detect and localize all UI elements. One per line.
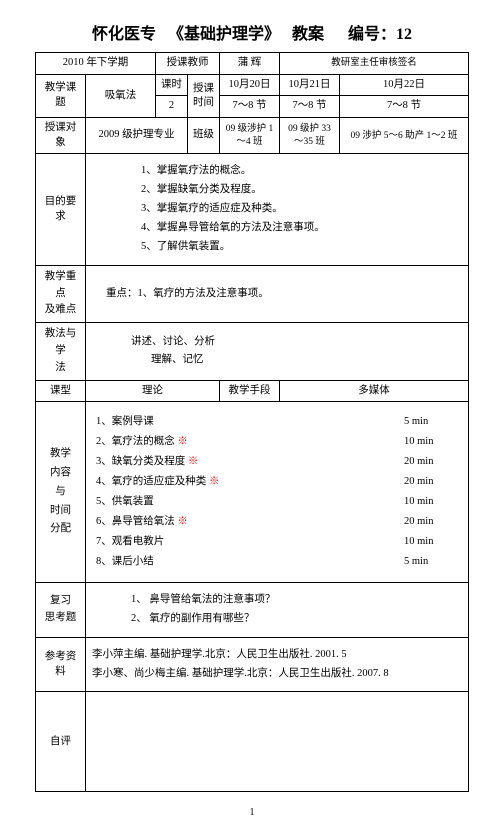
course-name: 《基础护理学》 <box>168 26 280 43</box>
semester-cell: 2010 年下学期 <box>36 53 156 75</box>
audience-label: 授课对象 <box>36 118 86 154</box>
class-label: 班级 <box>188 118 220 154</box>
means-value: 多媒体 <box>280 380 469 402</box>
school-name: 怀化医专 <box>92 26 156 43</box>
teacher-label: 授课教师 <box>156 53 220 75</box>
method-content: 讲述、讨论、分析 理解、记忆 <box>86 323 469 380</box>
objectives-label: 目的要求 <box>36 154 86 265</box>
audience-value: 2009 级护理专业 <box>86 118 188 154</box>
selfeval-content <box>86 692 469 792</box>
class1: 09 级涉护 1～4 班 <box>220 118 280 154</box>
references-content: 李小萍主编. 基础护理学.北京：人民卫生出版社. 2001. 5 李小寒、尚少梅… <box>86 637 469 692</box>
slot2: 7～8 节 <box>280 96 340 118</box>
class2: 09 级护 33～35 班 <box>280 118 340 154</box>
review-content: 1、 鼻导管给氧法的注意事项？ 2、 氧疗的副作用有哪些？ <box>86 582 469 637</box>
date3: 10月22日 <box>340 74 469 96</box>
focus-label: 教学重点 及难点 <box>36 265 86 322</box>
doc-number: 12 <box>396 26 412 43</box>
schedule-content: 1、案例导课5 min 2、氧疗法的概念 ※10 min 3、缺氧分类及程度 ※… <box>86 402 469 583</box>
number-label: 编号： <box>348 26 396 43</box>
date2: 10月21日 <box>280 74 340 96</box>
means-label: 教学手段 <box>220 380 280 402</box>
topic-label: 教学课题 <box>36 74 86 117</box>
page-number: 1 <box>35 807 469 818</box>
selfeval-label: 自评 <box>36 692 86 792</box>
lesson-plan-table: 2010 年下学期 授课教师 蒲 辉 教研室主任审核签名 教学课题 吸氧法 课时… <box>35 52 469 792</box>
approver-label: 教研室主任审核签名 <box>280 53 469 75</box>
class3: 09 涉护 5～6 助产 1～2 班 <box>340 118 469 154</box>
date1: 10月20日 <box>220 74 280 96</box>
schedule-label: 教学内容与时间分配 <box>36 402 86 583</box>
period-value: 2 <box>156 96 188 118</box>
focus-content: 重点：1、氧疗的方法及注意事项。 <box>86 265 469 322</box>
review-label: 复习 思考题 <box>36 582 86 637</box>
objectives-content: 1、掌握氧疗法的概念。 2、掌握缺氧分类及程度。 3、掌握氧疗的适应症及种类。 … <box>86 154 469 265</box>
time-label: 授课时间 <box>188 74 220 117</box>
type-label: 课型 <box>36 380 86 402</box>
teacher-name: 蒲 辉 <box>220 53 280 75</box>
type-value: 理论 <box>86 380 220 402</box>
references-label: 参考资料 <box>36 637 86 692</box>
doc-type: 教案 <box>292 26 324 43</box>
topic-value: 吸氧法 <box>86 74 156 117</box>
period-label: 课时 <box>156 74 188 96</box>
method-label: 教法与学 法 <box>36 323 86 380</box>
slot1: 7～8 节 <box>220 96 280 118</box>
page-header: 怀化医专 《基础护理学》 教案 编号：12 <box>35 20 469 44</box>
slot3: 7～8 节 <box>340 96 469 118</box>
